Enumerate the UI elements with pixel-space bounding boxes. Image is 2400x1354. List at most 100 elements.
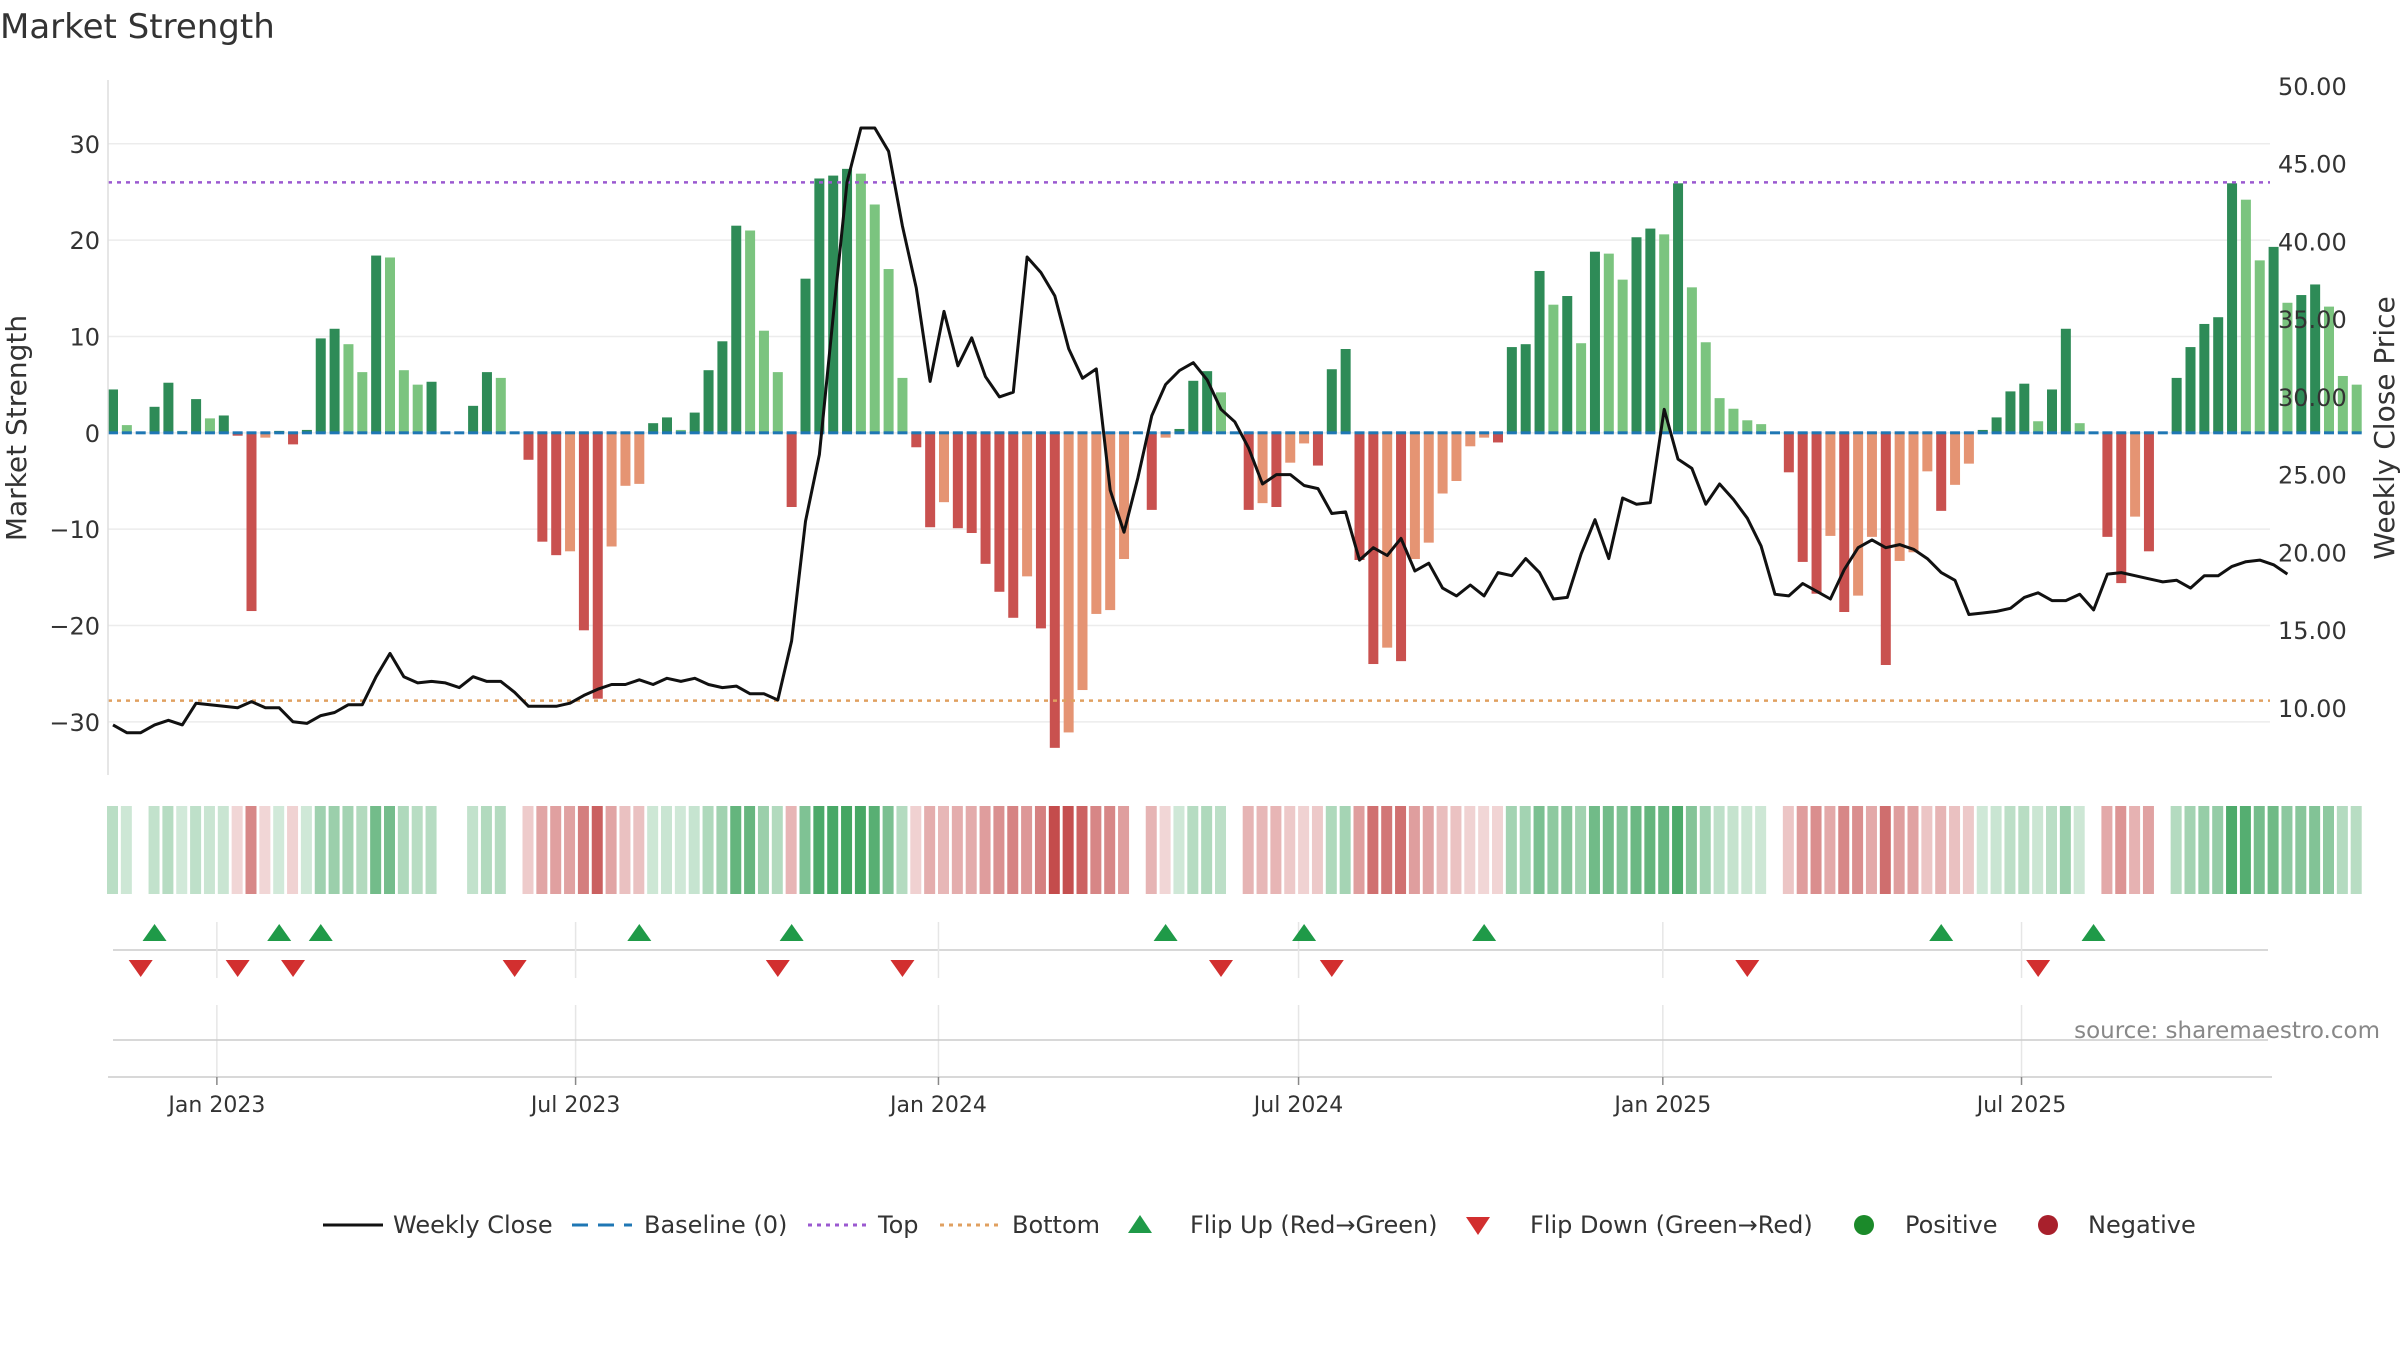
strength-bar	[1894, 432, 1905, 561]
heatmap-cell	[1810, 806, 1822, 894]
strength-bar	[398, 370, 409, 433]
heatmap-cell	[1187, 806, 1199, 894]
strength-bar	[1853, 432, 1864, 596]
legend-bottom-label: Bottom	[1012, 1211, 1100, 1239]
axes: 30 20 10 0 −10 −20 −30 50.00 45.00 40.00 35.00 30.0…	[0, 73, 2400, 775]
flip-down-marker	[502, 960, 527, 977]
strength-bar	[1396, 432, 1407, 662]
lower-panel	[108, 1005, 2272, 1078]
heatmap-cell	[2046, 806, 2057, 894]
y-tick-label: −30	[49, 709, 100, 737]
strength-bar	[468, 405, 479, 433]
heatmap-cell	[1519, 806, 1531, 894]
strength-bar	[1797, 432, 1808, 562]
heatmap-cell	[2336, 806, 2348, 894]
strength-heatmap-strip	[107, 806, 2362, 894]
heatmap-cell	[1492, 806, 1503, 894]
strength-bar	[260, 432, 271, 438]
x-tick-label: Jul 2023	[529, 1093, 621, 1118]
heatmap-cell	[356, 806, 368, 894]
strength-bar	[495, 377, 506, 433]
strength-bar	[1548, 304, 1559, 433]
heatmap-cell	[633, 806, 645, 894]
heatmap-cell	[993, 806, 1005, 894]
legend-baseline-label: Baseline (0)	[644, 1211, 787, 1239]
strength-bar	[2227, 183, 2238, 433]
heatmap-cell	[1215, 806, 1226, 894]
heatmap-cell	[162, 806, 174, 894]
heatmap-cell	[1838, 806, 1850, 894]
y2-tick-label: 25.00	[2278, 462, 2347, 490]
strength-bar	[994, 432, 1005, 592]
strength-bar	[1035, 432, 1046, 629]
strength-bar	[1520, 344, 1531, 433]
heatmap-cell	[300, 806, 312, 894]
strength-bar	[1326, 369, 1337, 433]
heatmap-cell	[2184, 806, 2196, 894]
heatmap-cell	[2323, 806, 2334, 894]
heatmap-cell	[1685, 806, 1697, 894]
flip-up-marker	[1153, 924, 1178, 941]
heatmap-cell	[1741, 806, 1753, 894]
strength-bar	[2130, 432, 2141, 517]
strength-bar	[2254, 260, 2265, 433]
heatmap-cell	[1367, 806, 1379, 894]
strength-bar	[1506, 347, 1517, 433]
strength-bar	[1354, 432, 1365, 560]
heatmap-cell	[1450, 806, 1462, 894]
heatmap-cell	[1242, 806, 1254, 894]
strength-bar	[191, 399, 202, 433]
heatmap-cell	[2226, 806, 2238, 894]
flip-down-marker	[890, 960, 915, 977]
heatmap-cell	[1201, 806, 1213, 894]
heatmap-cell	[1021, 806, 1033, 894]
x-tick-label: Jan 2023	[166, 1093, 265, 1118]
legend-flip-down-marker	[1466, 1217, 1490, 1235]
y-tick-label: −20	[49, 612, 100, 640]
strength-bar	[2060, 328, 2071, 433]
strength-bar	[842, 168, 853, 433]
flip-up-marker	[627, 924, 652, 941]
flip-down-marker	[225, 960, 250, 977]
strength-bar	[1049, 432, 1060, 748]
heatmap-cell	[2004, 806, 2016, 894]
strength-bar	[565, 432, 576, 552]
strength-bar	[1257, 432, 1268, 504]
strength-bar	[1562, 296, 1573, 433]
strength-bar	[2351, 384, 2362, 433]
strength-bar	[703, 370, 714, 433]
legend[interactable]: Weekly Close Baseline (0) Top Bottom Fli…	[323, 1211, 2196, 1239]
heatmap-cell	[1048, 806, 1060, 894]
heatmap-cell	[1173, 806, 1185, 894]
heatmap-cell	[2115, 806, 2127, 894]
heatmap-cell	[577, 806, 589, 894]
strength-bar	[288, 432, 299, 445]
strength-bar	[2199, 323, 2210, 433]
strength-bar	[426, 381, 437, 433]
heatmap-cell	[494, 806, 506, 894]
heatmap-cell	[1270, 806, 1282, 894]
strength-bar	[1382, 432, 1393, 648]
strength-bar	[1963, 432, 1974, 464]
heatmap-cell	[771, 806, 783, 894]
heatmap-cell	[1422, 806, 1434, 894]
heatmap-cell	[1935, 806, 1947, 894]
strength-bar	[2213, 317, 2224, 433]
heatmap-cell	[397, 806, 409, 894]
heatmap-cell	[799, 806, 811, 894]
flip-down-marker	[1319, 960, 1344, 977]
strength-bar	[551, 432, 562, 556]
strength-bar	[1008, 432, 1019, 618]
strength-bar	[1119, 432, 1130, 560]
y-axis-title: Market Strength	[0, 315, 33, 541]
strength-bar	[1659, 234, 1670, 433]
heatmap-cell	[536, 806, 548, 894]
flip-down-marker	[128, 960, 153, 977]
strength-bar	[758, 330, 769, 433]
strength-bar	[149, 406, 160, 433]
strength-bar	[883, 269, 894, 433]
heatmap-cell	[702, 806, 714, 894]
heatmap-cell	[522, 806, 534, 894]
heatmap-cell	[1727, 806, 1739, 894]
heatmap-cell	[384, 806, 395, 894]
